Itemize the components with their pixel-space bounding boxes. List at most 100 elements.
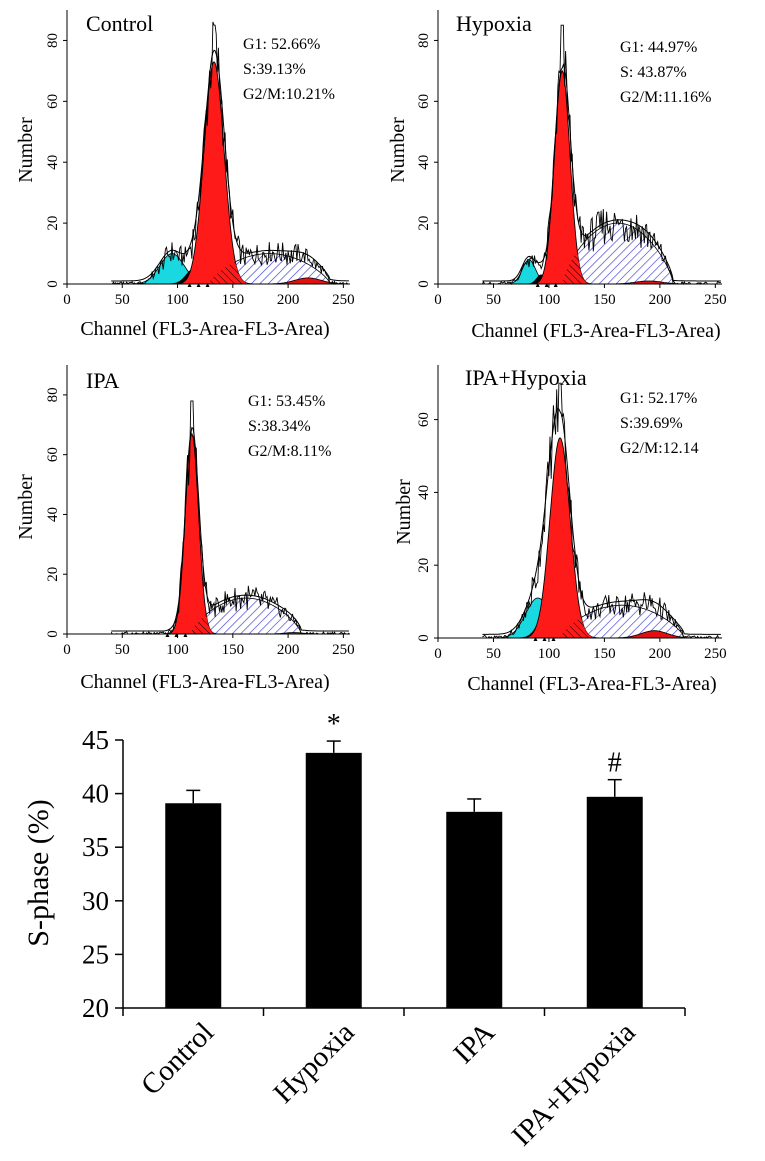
category-label: Hypoxia — [267, 1016, 360, 1109]
y-tick-label: 0 — [416, 634, 432, 642]
bar — [165, 803, 222, 1008]
g1-stat: G1: 53.45% — [248, 393, 325, 410]
plot-area: 20 25 30 35 40 45 Control * Hypoxia IPA # IPA+Hypox… — [82, 709, 686, 1152]
raw-histogram-line — [111, 21, 349, 285]
bar — [586, 796, 643, 1008]
g1-stat: G1: 52.66% — [243, 36, 320, 53]
y-tick-label: 80 — [45, 33, 61, 48]
x-tick-label: 100 — [166, 292, 189, 308]
model-fit-line — [111, 426, 349, 632]
gate-marker — [542, 637, 547, 641]
raw-histogram-line — [482, 382, 722, 639]
g2m-stat: G2/M:8.11% — [248, 443, 331, 460]
y-tick-label: 60 — [416, 412, 432, 427]
histogram-panel-ipa: IPA G1: 53.45% S:38.34% G2/M:8.11% Chann… — [15, 365, 355, 693]
y-tick-label: 80 — [416, 33, 432, 48]
x-axis-label: Channel (FL3-Area-FL3-Area) — [80, 318, 329, 340]
g1-stat: G1: 52.17% — [620, 390, 697, 407]
panel-title: IPA+Hypoxia — [465, 365, 587, 390]
x-tick-label: 0 — [434, 646, 442, 662]
x-axis-label: Channel (FL3-Area-FL3-Area) — [80, 671, 329, 693]
gate-marker — [187, 283, 192, 287]
gate-marker — [551, 637, 556, 641]
panel-title: Hypoxia — [456, 11, 532, 36]
plot-area: 0 50 100 150 200 250 0 20 40 60 80 — [45, 10, 355, 308]
y-tick-label: 40 — [45, 507, 61, 522]
x-tick-label: 0 — [434, 292, 442, 308]
x-tick-label: 250 — [332, 292, 355, 308]
x-tick-label: 150 — [593, 646, 616, 662]
x-tick-label: 100 — [538, 292, 561, 308]
x-tick-label: 50 — [486, 646, 501, 662]
bar — [446, 811, 503, 1008]
x-axis-label: Channel (FL3-Area-FL3-Area) — [467, 673, 716, 695]
plot-area: 0 50 100 150 200 250 0 20 40 60 80 — [45, 365, 355, 658]
gate-marker — [535, 283, 540, 287]
category-label: IPA — [447, 1016, 501, 1070]
histogram-panel-ipa-hypoxia: IPA+Hypoxia G1: 52.17% S:39.69% G2/M:12.… — [393, 365, 727, 695]
s-stat: S: 43.87% — [620, 64, 687, 81]
y-tick-label: 40 — [45, 155, 61, 170]
significance-mark: # — [608, 748, 622, 779]
x-tick-label: 150 — [593, 292, 616, 308]
y-tick-label: 60 — [45, 447, 61, 462]
g1-stat: G1: 44.97% — [620, 39, 697, 56]
y-tick-label: 0 — [45, 280, 61, 288]
gate-marker — [196, 283, 201, 287]
g1-s-overlap — [111, 261, 349, 284]
y-axis-label: Number — [15, 474, 37, 540]
y-tick-label: 0 — [45, 630, 61, 638]
y-tick-label: 20 — [416, 216, 432, 231]
x-tick-label: 50 — [115, 292, 130, 308]
gate-marker — [553, 283, 558, 287]
y-tick-label: 20 — [416, 558, 432, 573]
gate-marker — [544, 283, 549, 287]
x-tick-label: 0 — [63, 642, 71, 658]
g2m-stat: G2/M:12.14 — [620, 440, 699, 457]
plot-area: 0 50 100 150 200 250 0 20 40 60 — [416, 365, 727, 662]
y-axis-label: Number — [15, 117, 37, 183]
category-label: IPA+Hypoxia — [506, 1016, 642, 1152]
y-tick-label: 45 — [82, 725, 109, 755]
gate-marker — [183, 633, 188, 637]
y-tick-label: 20 — [82, 993, 109, 1023]
x-tick-label: 200 — [277, 292, 300, 308]
plot-area: 0 50 100 150 200 250 0 20 40 60 80 — [416, 10, 727, 308]
s-phase-bar-chart: S-phase (%) 20 25 30 35 40 45 Control * Hypoxia I… — [22, 709, 686, 1152]
s-stat: S:39.69% — [620, 415, 683, 432]
x-tick-label: 250 — [704, 646, 727, 662]
y-tick-label: 60 — [45, 94, 61, 109]
x-tick-label: 250 — [704, 292, 727, 308]
y-axis-label: Number — [387, 117, 409, 183]
y-tick-label: 80 — [45, 387, 61, 402]
y-tick-label: 35 — [82, 832, 109, 862]
gate-marker — [205, 283, 210, 287]
x-tick-label: 50 — [486, 292, 501, 308]
panel-title: Control — [86, 11, 153, 36]
x-tick-label: 50 — [115, 642, 130, 658]
y-tick-label: 25 — [82, 939, 109, 969]
x-tick-label: 0 — [63, 292, 71, 308]
x-axis-label: Channel (FL3-Area-FL3-Area) — [471, 320, 720, 342]
histogram-panel-hypoxia: Hypoxia G1: 44.97% S: 43.87% G2/M:11.16%… — [387, 10, 727, 342]
y-tick-label: 60 — [416, 94, 432, 109]
s-stat: S:39.13% — [243, 61, 306, 78]
x-tick-label: 200 — [649, 646, 672, 662]
y-tick-label: 0 — [416, 280, 432, 288]
y-tick-label: 30 — [82, 886, 109, 916]
y-tick-label: 40 — [416, 155, 432, 170]
y-tick-label: 40 — [416, 485, 432, 500]
y-tick-label: 20 — [45, 216, 61, 231]
y-tick-label: 20 — [45, 567, 61, 582]
x-tick-label: 200 — [649, 292, 672, 308]
x-tick-label: 100 — [538, 646, 561, 662]
category-label: Control — [135, 1016, 220, 1101]
y-axis-label: S-phase (%) — [22, 799, 55, 946]
g2m-stat: G2/M:10.21% — [243, 86, 335, 103]
x-tick-label: 150 — [222, 642, 245, 658]
bar — [305, 752, 362, 1008]
g2m-stat: G2/M:11.16% — [620, 89, 711, 106]
x-tick-label: 250 — [332, 642, 355, 658]
gate-marker — [165, 633, 170, 637]
x-tick-label: 200 — [277, 642, 300, 658]
